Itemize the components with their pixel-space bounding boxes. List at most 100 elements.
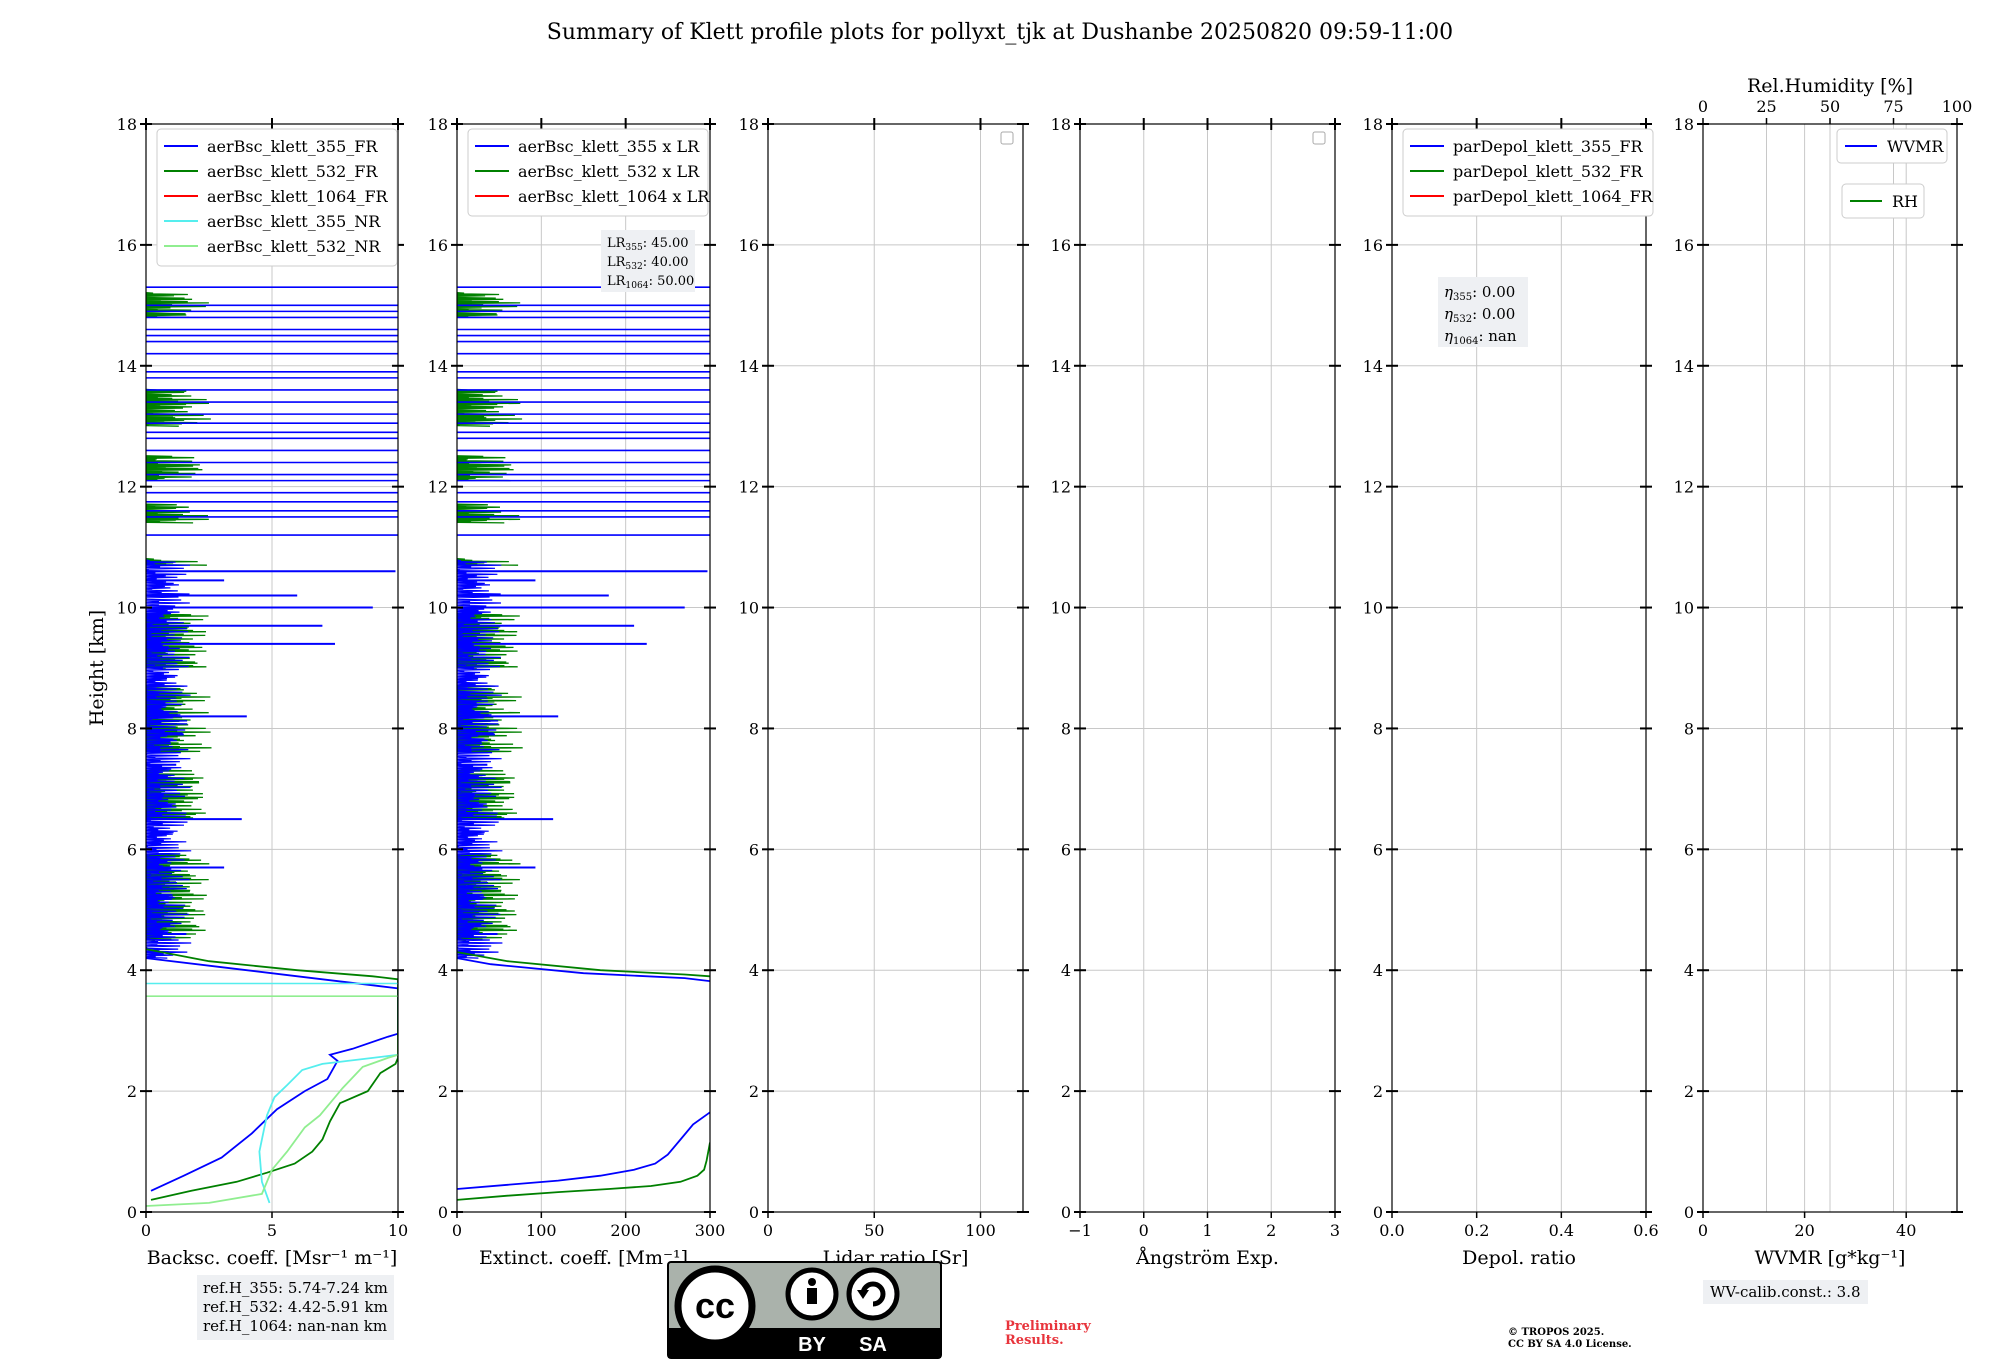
ytick-label: 2 — [1061, 1082, 1071, 1101]
xtick-label: 100 — [526, 1221, 557, 1240]
rh-axis-label: Rel.Humidity [%] — [1747, 75, 1913, 97]
axes-frame — [1391, 123, 1647, 1213]
ytick-label: 14 — [428, 357, 448, 376]
ytick-label: 4 — [1373, 961, 1383, 980]
legend-box — [467, 128, 709, 217]
eta-text: η1064: nan — [1444, 327, 1517, 347]
ytick-label: 8 — [1061, 719, 1071, 738]
lr-text: LR532: 40.00 — [607, 255, 689, 272]
ytick-label: 0 — [438, 1203, 448, 1222]
noise-532-band — [457, 503, 521, 524]
noise-532-band — [457, 388, 523, 427]
ytick-label: 12 — [1363, 478, 1383, 497]
ytick-label: 8 — [1684, 719, 1694, 738]
copyright-line-1: © TROPOS 2025. — [1508, 1327, 1605, 1338]
info-box — [601, 230, 695, 292]
figure-title: Summary of Klett profile plots for polly… — [546, 20, 1454, 45]
sa-label: SA — [859, 1334, 887, 1356]
noise-532-band — [146, 503, 209, 524]
ytick-label: 6 — [1061, 840, 1071, 859]
rh-tick-label: 0 — [1698, 97, 1708, 116]
legend-box — [1836, 128, 1948, 164]
panel-depol: 0 2 4 6 8 10 12 14 16 18 0.0 0.2 0.4 0.6 Depol. ratio p… — [1363, 115, 1659, 1269]
xtick-label: 100 — [965, 1221, 996, 1240]
preliminary-line-1: Preliminary — [1005, 1319, 1091, 1334]
panel-extinction: 0 2 4 6 8 10 12 14 16 18 0 100 200 300 Extinct. coeff.… — [428, 115, 726, 1269]
xtick-label: 50 — [864, 1221, 884, 1240]
lr-text: LR1064: 50.00 — [607, 274, 694, 291]
noise-532-band — [457, 455, 514, 482]
ytick-label: 18 — [739, 115, 759, 134]
ytick-label: 18 — [1674, 115, 1694, 134]
ytick-label: 0 — [1684, 1203, 1694, 1222]
xaxis-label: WVMR [g*kg⁻¹] — [1755, 1247, 1906, 1269]
ytick-label: 8 — [749, 719, 759, 738]
legend: parDepol_klett_355_FR parDepol_klett_532_… — [1402, 128, 1654, 217]
legend-label: aerBsc_klett_355 x LR — [518, 137, 700, 156]
series-aerBsc_klett_532_NR — [146, 1053, 398, 1207]
xtick-label: 0.4 — [1549, 1221, 1574, 1240]
xtick-label: 0 — [1139, 1221, 1149, 1240]
ref-height-1064: ref.H_1064: nan-nan km — [203, 1317, 388, 1335]
rh-tick-label: 100 — [1942, 97, 1973, 116]
ytick-label: 2 — [1373, 1082, 1383, 1101]
ytick-label: 6 — [749, 840, 759, 859]
xtick-label: 0.0 — [1379, 1221, 1404, 1240]
ytick-label: 18 — [1363, 115, 1383, 134]
info-box — [1438, 277, 1528, 347]
xtick-label: 5 — [267, 1221, 277, 1240]
ytick-label: 12 — [1674, 478, 1694, 497]
ytick-label: 10 — [1051, 599, 1071, 618]
xtick-label: 200 — [610, 1221, 641, 1240]
xtick-label: 1 — [1202, 1221, 1212, 1240]
legend-label: aerBsc_klett_532 x LR — [518, 162, 700, 181]
xtick-label: 20 — [1794, 1221, 1814, 1240]
legend: aerBsc_klett_355 x LR aerBsc_klett_532 x … — [467, 128, 710, 217]
ytick-label: 0 — [749, 1203, 759, 1222]
ytick-label: 18 — [117, 115, 137, 134]
eta-text: η532: 0.00 — [1444, 305, 1515, 325]
ytick-label: 14 — [739, 357, 759, 376]
ytick-label: 0 — [1373, 1203, 1383, 1222]
xaxis-label: Backsc. coeff. [Msr⁻¹ m⁻¹] — [147, 1247, 398, 1269]
xaxis-label: Depol. ratio — [1462, 1247, 1576, 1269]
xtick-label: 300 — [695, 1221, 726, 1240]
ytick-label: 4 — [127, 961, 137, 980]
eta-text: η355: 0.00 — [1444, 283, 1515, 303]
ytick-label: 0 — [127, 1203, 137, 1222]
ytick-label: 10 — [428, 599, 448, 618]
legend-box — [1841, 183, 1925, 219]
series-upper355 — [457, 957, 710, 982]
axes-frame — [767, 123, 1024, 1213]
ref-height-532: ref.H_532: 4.42-5.91 km — [203, 1298, 388, 1316]
legend-label: parDepol_klett_1064_FR — [1453, 187, 1654, 206]
series-upper532 — [457, 951, 710, 978]
legend-label: RH — [1892, 192, 1918, 211]
ytick-label: 8 — [1373, 719, 1383, 738]
reference-height-box: ref.H_355: 5.74-7.24 km ref.H_532: 4.42-… — [197, 1275, 394, 1340]
ytick-label: 18 — [1051, 115, 1071, 134]
preliminary-line-2: Results. — [1005, 1333, 1064, 1348]
ytick-label: 12 — [117, 478, 137, 497]
noise-532-band — [146, 455, 203, 482]
ytick-label: 12 — [1051, 478, 1071, 497]
rh-tick-label: 25 — [1756, 97, 1776, 116]
series-aerBsc_klett_355_NR — [258, 1053, 398, 1204]
lr-text: LR355: 45.00 — [607, 236, 689, 253]
legend-wvmr: WVMR — [1836, 128, 1948, 164]
ytick-label: 10 — [739, 599, 759, 618]
copyright-line-2: CC BY SA 4.0 License. — [1508, 1339, 1632, 1350]
ytick-label: 2 — [1684, 1082, 1694, 1101]
empty-legend — [1312, 131, 1326, 145]
ytick-label: 6 — [127, 840, 137, 859]
legend-label: aerBsc_klett_355_NR — [207, 212, 381, 231]
ytick-label: 6 — [1684, 840, 1694, 859]
sa-share-icon — [846, 1267, 900, 1321]
axes-frame — [456, 123, 711, 1213]
ytick-label: 16 — [428, 236, 448, 255]
